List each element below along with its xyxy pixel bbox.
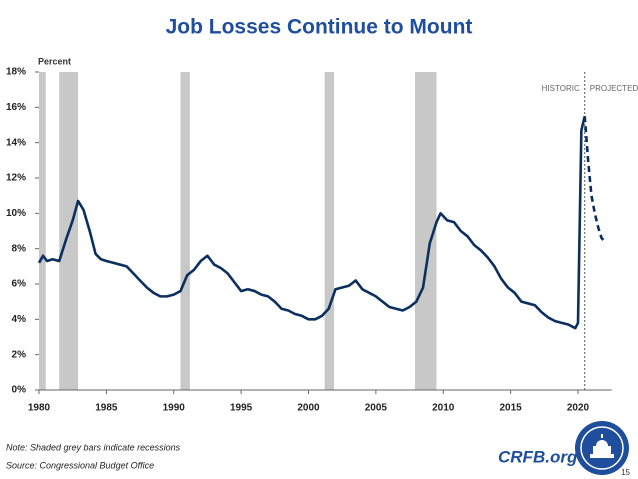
source: Source: Congressional Budget Office — [6, 460, 154, 470]
y-tick-label: 6% — [12, 279, 27, 290]
y-tick-label: 14% — [6, 137, 26, 148]
historic-label: HISTORIC — [542, 84, 580, 93]
x-tick-label: 2005 — [365, 403, 388, 414]
recession-bar — [39, 72, 46, 390]
logo — [575, 421, 629, 475]
y-tick-label: 16% — [6, 102, 26, 113]
projected-label: PROJECTED — [590, 84, 638, 93]
x-tick-label: 1980 — [28, 403, 51, 414]
x-tick-label: 2010 — [432, 403, 455, 414]
chart-title: Job Losses Continue to Mount — [166, 16, 473, 39]
x-tick-label: 2020 — [567, 403, 590, 414]
series-line — [37, 115, 587, 330]
y-tick-label: 2% — [12, 349, 27, 360]
y-tick-label: 18% — [6, 67, 26, 78]
recession-bar — [414, 72, 437, 390]
recession-bar — [180, 72, 190, 390]
page-number: 15 — [621, 468, 630, 477]
series-line — [583, 116, 606, 243]
y-tick-label: 10% — [6, 208, 26, 219]
x-tick-label: 2000 — [297, 403, 320, 414]
x-tick-label: 1990 — [163, 403, 186, 414]
x-tick-label: 1995 — [230, 403, 253, 414]
x-tick-label: 1985 — [95, 403, 118, 414]
recession-bar — [324, 72, 335, 390]
y-tick-label: 8% — [12, 243, 27, 254]
brand: CRFB.org — [498, 447, 578, 466]
y-tick-label: 12% — [6, 173, 26, 184]
note: Note: Shaded grey bars indicate recessio… — [6, 442, 181, 452]
y-tick-label: 0% — [12, 385, 27, 396]
y-tick-label: 4% — [12, 314, 27, 325]
x-tick-label: 2015 — [500, 403, 523, 414]
y-axis-label: Percent — [38, 56, 71, 66]
